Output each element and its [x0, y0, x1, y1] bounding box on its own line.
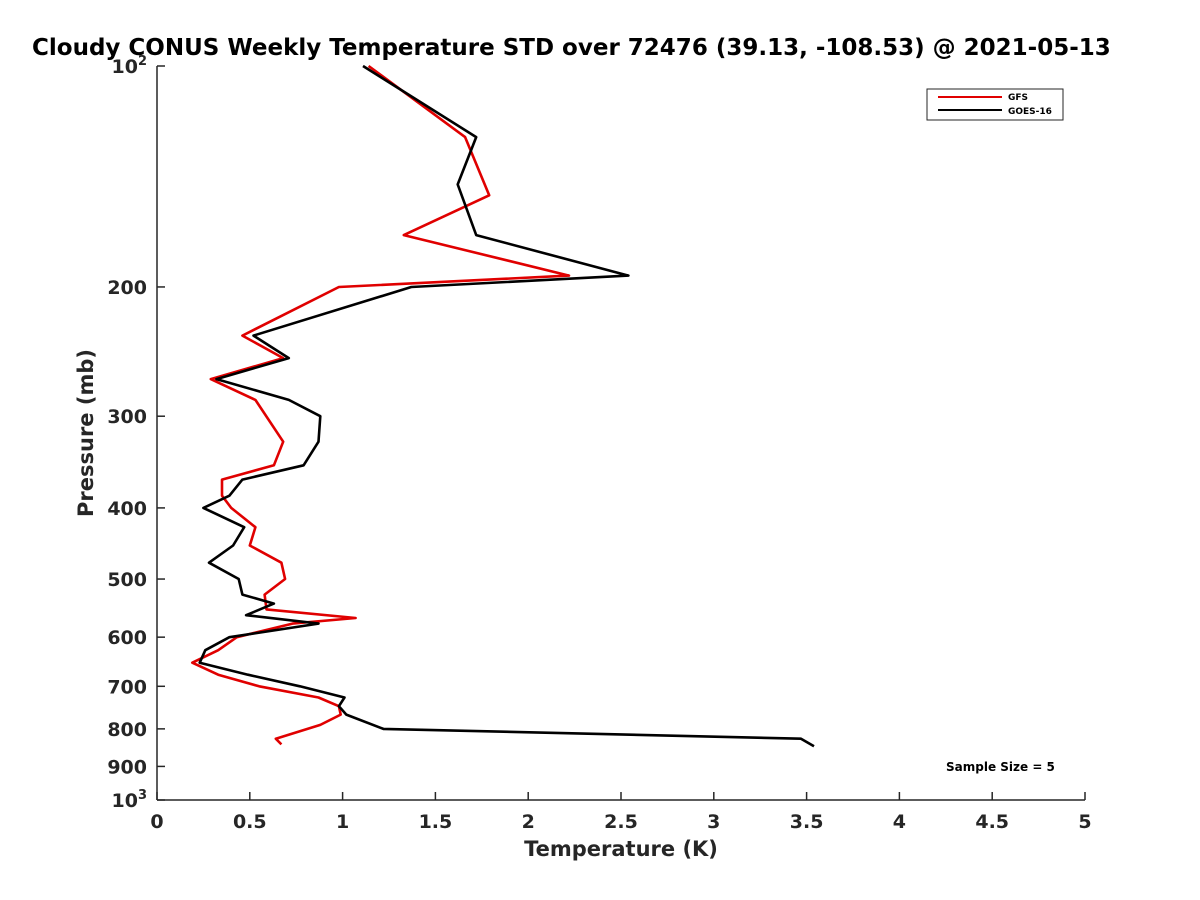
y-tick-base: 800: [107, 719, 147, 741]
y-tick-exponent: 2: [138, 54, 147, 69]
y-axis-label: Pressure (mb): [74, 349, 98, 517]
axes: [156, 66, 1085, 801]
y-tick-base: 300: [107, 406, 147, 428]
x-tick-label: 0.5: [233, 811, 267, 833]
y-tick-base: 500: [107, 569, 147, 591]
y-tick-label: 800: [107, 719, 147, 741]
series-line-gfs: [191, 64, 571, 746]
y-tick-base: 10: [112, 56, 138, 78]
series-group: [191, 64, 815, 748]
x-tick-label: 1: [336, 811, 349, 833]
y-tick-label: 400: [107, 498, 147, 520]
x-tick-label: 3: [707, 811, 720, 833]
x-ticks: 0 0.5 1 1.5 2 2.5 3 3.5 4 4.5 5: [150, 792, 1092, 833]
y-tick-base: 600: [107, 627, 147, 649]
x-tick-label: 3.5: [790, 811, 824, 833]
y-tick-label: 700: [107, 676, 147, 698]
legend-label-gfs: GFS: [1008, 93, 1028, 103]
x-tick-label: 4: [893, 811, 906, 833]
x-tick-label: 4.5: [975, 811, 1009, 833]
x-tick-label: 0: [150, 811, 163, 833]
legend: GFS GOES-16: [926, 88, 1064, 121]
x-tick-label: 2.5: [604, 811, 638, 833]
y-tick-base: 400: [107, 498, 147, 520]
y-tick-base: 700: [107, 676, 147, 698]
x-tick-label: 5: [1078, 811, 1091, 833]
sample-size-annotation: Sample Size = 5: [946, 760, 1055, 774]
y-tick-label: 300: [107, 406, 147, 428]
legend-box: [926, 88, 1064, 121]
y-tick-base: 900: [107, 756, 147, 778]
y-tick-base: 200: [107, 277, 147, 299]
x-tick-label: 1.5: [419, 811, 453, 833]
y-tick-label: 200: [107, 277, 147, 299]
series-line-goes16: [198, 64, 815, 748]
y-tick-label: 102: [112, 54, 148, 78]
y-tick-label: 103: [112, 788, 148, 812]
legend-label-goes16: GOES-16: [1008, 107, 1052, 117]
x-axis-label: Temperature (K): [524, 837, 718, 861]
y-tick-label: 500: [107, 569, 147, 591]
y-tick-base: 10: [112, 790, 138, 812]
x-tick-label: 2: [522, 811, 535, 833]
y-tick-label: 900: [107, 756, 147, 778]
y-tick-exponent: 3: [138, 788, 147, 803]
y-tick-label: 600: [107, 627, 147, 649]
chart-title: Cloudy CONUS Weekly Temperature STD over…: [32, 35, 1111, 61]
